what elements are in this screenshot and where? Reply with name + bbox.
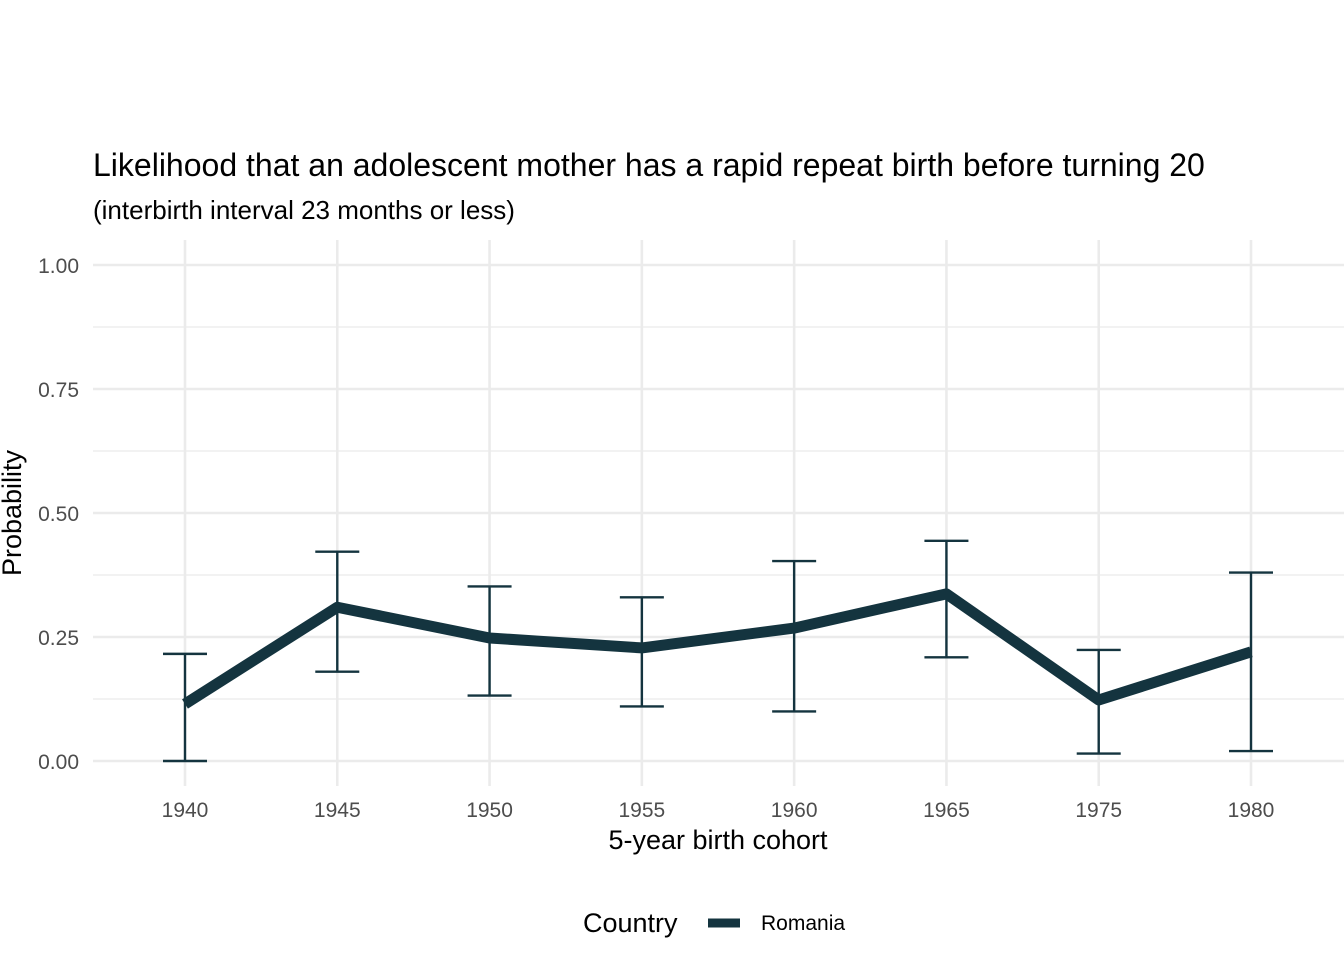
error-bar xyxy=(163,652,207,763)
x-tick-label: 1965 xyxy=(923,799,970,822)
series-lines xyxy=(182,588,1253,709)
y-tick-label: 0.75 xyxy=(38,379,79,402)
y-axis-title: Probability xyxy=(0,449,27,576)
chart-subtitle: (interbirth interval 23 months or less) xyxy=(93,195,515,225)
y-tick-label: 1.00 xyxy=(38,255,79,278)
error-bar xyxy=(772,559,817,713)
chart-title: Likelihood that an adolescent mother has… xyxy=(93,147,1205,183)
x-tick-label: 1950 xyxy=(466,799,513,822)
x-axis-ticks: 1940 1945 1950 1955 1960 1965 1975 1980 xyxy=(162,799,1275,822)
x-tick-label: 1980 xyxy=(1228,799,1275,822)
y-axis-ticks: 0.00 0.25 0.50 0.75 1.00 xyxy=(38,255,79,774)
error-bar xyxy=(1229,571,1273,753)
series-line-romania xyxy=(182,588,1253,709)
legend-label-romania: Romania xyxy=(761,912,845,935)
gridlines xyxy=(93,240,1344,786)
x-tick-label: 1960 xyxy=(771,799,818,822)
error-bars xyxy=(163,539,1273,763)
legend: Country Romania xyxy=(583,908,845,938)
x-tick-label: 1945 xyxy=(314,799,361,822)
x-axis-title: 5-year birth cohort xyxy=(608,825,828,855)
legend-title: Country xyxy=(583,908,678,938)
x-tick-label: 1955 xyxy=(618,799,665,822)
y-tick-label: 0.00 xyxy=(38,751,79,774)
x-tick-label: 1975 xyxy=(1075,799,1122,822)
y-tick-label: 0.50 xyxy=(38,503,79,526)
y-tick-label: 0.25 xyxy=(38,627,79,650)
x-tick-label: 1940 xyxy=(162,799,209,822)
